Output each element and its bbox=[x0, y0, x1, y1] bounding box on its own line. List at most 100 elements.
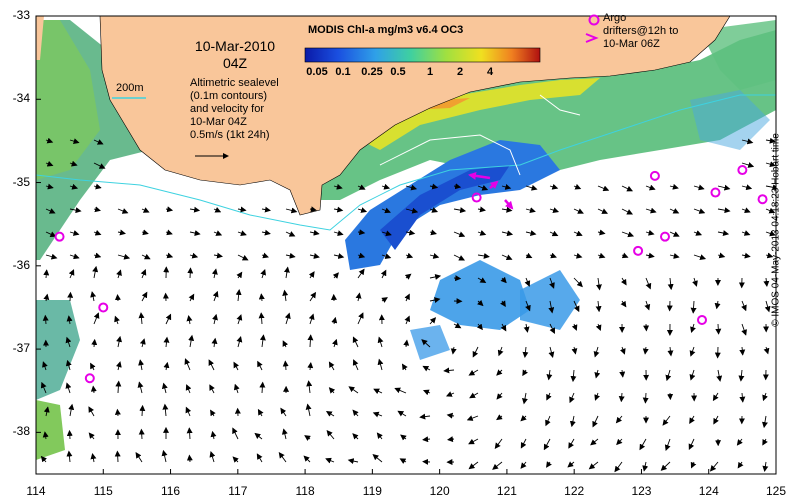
velocity-arrow bbox=[65, 382, 72, 394]
velocity-arrow bbox=[588, 461, 599, 470]
velocity-arrow bbox=[141, 207, 150, 213]
velocity-arrow bbox=[42, 431, 49, 440]
velocity-arrow bbox=[235, 289, 242, 302]
velocity-arrow bbox=[209, 384, 215, 394]
velocity-arrow bbox=[569, 415, 576, 428]
y-tick-label: -35 bbox=[12, 174, 30, 189]
velocity-arrow bbox=[309, 206, 317, 213]
velocity-arrow bbox=[88, 406, 95, 417]
x-tick-label: 124 bbox=[698, 484, 719, 498]
velocity-arrow bbox=[642, 392, 649, 404]
velocity-arrow bbox=[90, 385, 97, 394]
velocity-arrow bbox=[645, 184, 656, 191]
velocity-arrow bbox=[520, 461, 527, 469]
velocity-arrow bbox=[689, 369, 696, 381]
velocity-arrow bbox=[306, 380, 313, 394]
velocity-arrow bbox=[280, 407, 287, 417]
velocity-arrow bbox=[521, 392, 528, 405]
velocity-arrow bbox=[377, 336, 384, 348]
velocity-arrow bbox=[429, 317, 437, 325]
velocity-arrow bbox=[419, 413, 431, 420]
velocity-arrow bbox=[377, 358, 384, 371]
velocity-arrow bbox=[571, 346, 578, 355]
velocity-arrow bbox=[165, 313, 172, 325]
velocity-arrow bbox=[357, 268, 365, 279]
velocity-arrow bbox=[765, 230, 776, 237]
velocity-arrow bbox=[639, 438, 647, 451]
velocity-arrow bbox=[45, 231, 57, 237]
velocity-arrow bbox=[282, 289, 289, 302]
drifter-marker bbox=[660, 231, 670, 242]
argo-legend-text: Argo drifters@12h to 10-Mar 06Z bbox=[603, 12, 713, 51]
velocity-arrow bbox=[381, 297, 388, 303]
velocity-arrow bbox=[693, 230, 703, 236]
velocity-arrow bbox=[188, 293, 195, 302]
velocity-arrow bbox=[445, 391, 455, 397]
velocity-arrow bbox=[741, 138, 754, 145]
velocity-arrow bbox=[117, 229, 126, 236]
velocity-arrow bbox=[468, 461, 479, 470]
legend-line: 0.5m/s (1kt 24h) bbox=[190, 129, 270, 141]
velocity-arrow bbox=[573, 183, 582, 190]
velocity-arrow bbox=[762, 438, 768, 446]
velocity-arrow bbox=[92, 265, 99, 279]
velocity-arrow bbox=[114, 294, 121, 302]
velocity-arrow bbox=[689, 346, 696, 357]
drifter-marker bbox=[737, 165, 748, 176]
argo-line: drifters@12h to bbox=[603, 25, 679, 37]
legend-200m-label: 200m bbox=[116, 82, 144, 94]
velocity-arrow bbox=[45, 160, 54, 167]
velocity-arrow bbox=[571, 323, 578, 331]
velocity-arrow bbox=[184, 358, 191, 371]
velocity-arrow bbox=[466, 415, 479, 421]
velocity-arrow bbox=[188, 334, 195, 348]
velocity-arrow bbox=[573, 277, 583, 288]
velocity-arrow bbox=[307, 334, 314, 348]
velocity-arrow bbox=[284, 312, 291, 325]
velocity-arrow bbox=[501, 254, 513, 260]
velocity-arrow bbox=[236, 314, 243, 325]
velocity-arrow bbox=[285, 252, 296, 259]
velocity-arrow bbox=[443, 367, 455, 374]
velocity-arrow bbox=[645, 229, 655, 236]
velocity-arrow bbox=[376, 432, 383, 440]
velocity-arrow bbox=[65, 359, 72, 371]
velocity-arrow bbox=[594, 392, 600, 401]
velocity-arrow bbox=[165, 252, 174, 259]
velocity-arrow bbox=[141, 229, 149, 236]
velocity-arrow bbox=[69, 183, 79, 190]
velocity-arrow bbox=[40, 381, 47, 394]
velocity-arrow bbox=[93, 183, 102, 190]
velocity-arrow bbox=[522, 346, 529, 358]
legend-line: Altimetric sealevel bbox=[190, 77, 279, 89]
velocity-arrow bbox=[525, 252, 533, 259]
velocity-arrow bbox=[545, 415, 551, 427]
velocity-arrow bbox=[573, 252, 583, 259]
velocity-arrow bbox=[308, 271, 315, 279]
velocity-arrow bbox=[477, 252, 490, 259]
velocity-arrow bbox=[347, 458, 359, 465]
velocity-arrow bbox=[68, 403, 75, 417]
velocity-arrow bbox=[93, 206, 101, 213]
velocity-arrow bbox=[93, 139, 104, 145]
velocity-arrow bbox=[621, 231, 635, 238]
velocity-arrow bbox=[693, 184, 705, 191]
x-tick-label: 114 bbox=[26, 484, 46, 498]
velocity-arrow bbox=[765, 252, 774, 259]
velocity-arrow bbox=[405, 184, 418, 191]
velocity-arrow bbox=[642, 461, 649, 472]
velocity-arrow bbox=[352, 359, 359, 371]
velocity-arrow bbox=[573, 300, 580, 313]
velocity-arrow bbox=[714, 300, 721, 310]
velocity-arrow bbox=[135, 452, 143, 463]
velocity-arrow bbox=[285, 207, 298, 214]
velocity-arrow bbox=[690, 300, 697, 314]
velocity-arrow bbox=[237, 206, 247, 213]
velocity-arrow bbox=[138, 428, 145, 440]
velocity-arrow bbox=[404, 315, 411, 325]
sealevel-contour bbox=[379, 134, 521, 176]
colorbar-tick-label: 2 bbox=[456, 66, 464, 78]
velocity-arrow bbox=[739, 392, 746, 403]
velocity-arrow bbox=[621, 185, 634, 192]
velocity-arrow bbox=[304, 435, 311, 441]
